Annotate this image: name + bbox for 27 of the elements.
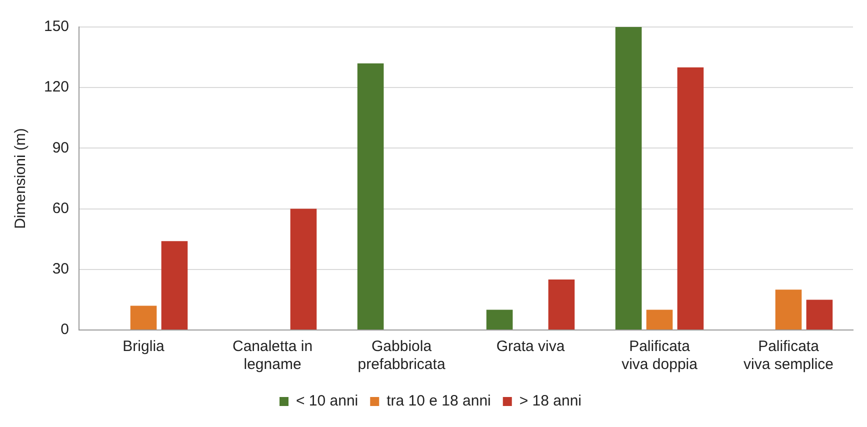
y-tick-label: 90 bbox=[52, 139, 70, 156]
bar bbox=[806, 300, 833, 330]
bar bbox=[615, 27, 642, 330]
y-axis-title: Dimensioni (m) bbox=[12, 128, 30, 229]
bar bbox=[646, 310, 673, 330]
bar bbox=[130, 306, 157, 330]
x-tick-label: Palificata viva semplice bbox=[743, 338, 834, 374]
y-tick-label: 120 bbox=[44, 78, 70, 96]
legend-label: < 10 anni bbox=[296, 392, 358, 410]
x-tick-label: Gabbiola prefabbricata bbox=[358, 338, 446, 374]
y-tick-label: 150 bbox=[44, 18, 70, 36]
bar bbox=[357, 63, 384, 330]
bar bbox=[548, 280, 575, 330]
bar bbox=[775, 290, 802, 330]
y-tick-label: 0 bbox=[60, 321, 70, 338]
x-tick-label: Palificata viva doppia bbox=[622, 338, 698, 374]
y-tick-label: 60 bbox=[52, 200, 70, 217]
legend-label: > 18 anni bbox=[519, 392, 582, 410]
bar bbox=[290, 208, 317, 330]
bar bbox=[161, 241, 188, 330]
x-tick-label: Canaletta in legname bbox=[232, 338, 313, 374]
y-tick-label: 30 bbox=[52, 260, 70, 278]
legend-label: tra 10 e 18 anni bbox=[386, 392, 491, 410]
x-tick-label: Briglia bbox=[122, 338, 166, 356]
bar bbox=[486, 310, 513, 330]
bar bbox=[677, 67, 704, 330]
x-tick-label: Grata viva bbox=[496, 338, 566, 356]
